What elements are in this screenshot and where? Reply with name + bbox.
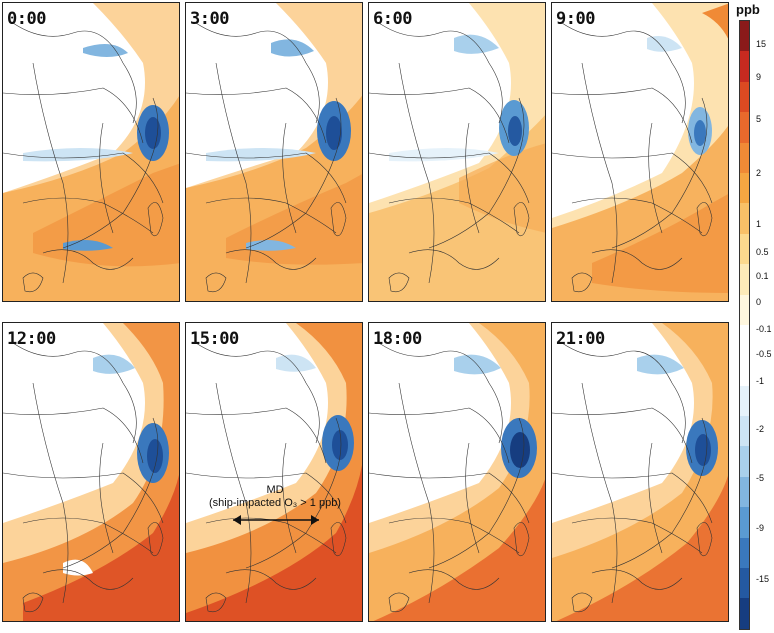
map-panel-2100: 21:00 (551, 322, 729, 622)
colorbar-segment (740, 385, 749, 417)
time-label: 9:00 (556, 9, 595, 29)
colorbar-tick-label: -0.1 (756, 324, 772, 334)
colorbar-tick-label: -1 (756, 376, 765, 386)
colorbar-tick-label: -0.5 (756, 349, 772, 359)
md-annotation-title: MD (266, 484, 284, 496)
colorbar-tick-label: 5 (756, 114, 762, 124)
colorbar-tick-label: 2 (756, 168, 762, 178)
colorbar-segment (740, 294, 749, 325)
colorbar-segment (740, 264, 749, 295)
colorbar-segment (740, 233, 749, 265)
colorbar-segment (740, 203, 749, 234)
map-panel-0900-graphic (552, 3, 728, 301)
colorbar-tick-label: 15 (756, 39, 767, 49)
colorbar-segment (740, 537, 749, 569)
colorbar-segment (740, 598, 749, 629)
time-label: 15:00 (190, 329, 239, 349)
map-panel-0300-graphic (186, 3, 362, 301)
map-panel-0000-graphic (3, 3, 179, 301)
time-label: 21:00 (556, 329, 605, 349)
colorbar-segment (740, 112, 749, 143)
colorbar-tick-label: 9 (756, 72, 762, 82)
colorbar-segment (740, 355, 749, 386)
colorbar-tick-label: 0.5 (756, 247, 769, 257)
map-panel-1200-graphic (3, 323, 179, 621)
md-annotation-detail: (ship-impacted O₃ > 1 ppb) (209, 497, 341, 509)
colorbar-segment (740, 142, 749, 173)
colorbar-segment (740, 51, 749, 82)
md-arrow (233, 515, 319, 525)
time-label: 18:00 (373, 329, 422, 349)
map-panel-1500: 15:00 MD (ship-impacted O₃ > 1 ppb) (185, 322, 363, 622)
map-panel-1800: 18:00 (368, 322, 546, 622)
colorbar-segment (740, 416, 749, 447)
colorbar-tick-label: 0.1 (756, 271, 769, 281)
colorbar-segment (740, 476, 749, 508)
colorbar-tick-label: 1 (756, 219, 762, 229)
map-panel-1800-graphic (369, 323, 545, 621)
colorbar-unit: ppb (736, 2, 760, 17)
map-panel-1500-graphic (186, 323, 362, 621)
md-annotation: MD (ship-impacted O₃ > 1 ppb) (200, 484, 350, 510)
colorbar-segment (740, 172, 749, 204)
time-label: 6:00 (373, 9, 412, 29)
colorbar-segment (740, 507, 749, 538)
map-panel-0900: 9:00 (551, 2, 729, 302)
colorbar-tick-label: -9 (756, 523, 765, 533)
colorbar-tick-label: -2 (756, 424, 765, 434)
colorbar-segment (740, 81, 749, 113)
colorbar-segment (740, 324, 749, 356)
map-panel-0300: 3:00 (185, 2, 363, 302)
map-panel-0000: 0:00 (2, 2, 180, 302)
time-label: 0:00 (7, 9, 46, 29)
time-label: 3:00 (190, 9, 229, 29)
colorbar (739, 20, 750, 630)
colorbar-tick-label: 0 (756, 297, 762, 307)
map-panel-0600: 6:00 (368, 2, 546, 302)
colorbar-tick-label: -15 (756, 574, 770, 584)
map-panel-0600-graphic (369, 3, 545, 301)
time-label: 12:00 (7, 329, 56, 349)
map-panel-2100-graphic (552, 323, 728, 621)
colorbar-segment (740, 446, 749, 477)
colorbar-tick-label: -5 (756, 473, 765, 483)
colorbar-segment (740, 568, 749, 599)
map-panel-1200: 12:00 (2, 322, 180, 622)
colorbar-segment (740, 21, 749, 52)
